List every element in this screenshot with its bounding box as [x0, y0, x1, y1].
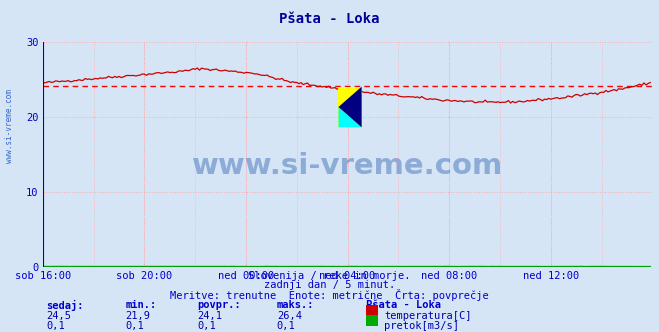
Text: 0,1: 0,1	[46, 321, 65, 331]
Text: min.:: min.:	[125, 300, 156, 310]
Text: Pšata - Loka: Pšata - Loka	[279, 12, 380, 26]
Text: 26,4: 26,4	[277, 311, 302, 321]
Text: 0,1: 0,1	[125, 321, 144, 331]
Text: povpr.:: povpr.:	[198, 300, 241, 310]
Text: temperatura[C]: temperatura[C]	[384, 311, 472, 321]
Text: Slovenija / reke in morje.: Slovenija / reke in morje.	[248, 271, 411, 281]
Text: sedaj:: sedaj:	[46, 300, 84, 311]
Polygon shape	[339, 87, 362, 127]
Text: 0,1: 0,1	[198, 321, 216, 331]
Text: 21,9: 21,9	[125, 311, 150, 321]
FancyBboxPatch shape	[339, 87, 362, 127]
Text: pretok[m3/s]: pretok[m3/s]	[384, 321, 459, 331]
Text: Meritve: trenutne  Enote: metrične  Črta: povprečje: Meritve: trenutne Enote: metrične Črta: …	[170, 289, 489, 300]
Text: www.si-vreme.com: www.si-vreme.com	[192, 152, 503, 180]
Text: maks.:: maks.:	[277, 300, 314, 310]
Polygon shape	[339, 107, 362, 127]
Text: Pšata - Loka: Pšata - Loka	[366, 300, 441, 310]
Text: 0,1: 0,1	[277, 321, 295, 331]
Text: www.si-vreme.com: www.si-vreme.com	[5, 89, 14, 163]
Text: zadnji dan / 5 minut.: zadnji dan / 5 minut.	[264, 280, 395, 290]
Text: 24,5: 24,5	[46, 311, 71, 321]
Text: 24,1: 24,1	[198, 311, 223, 321]
